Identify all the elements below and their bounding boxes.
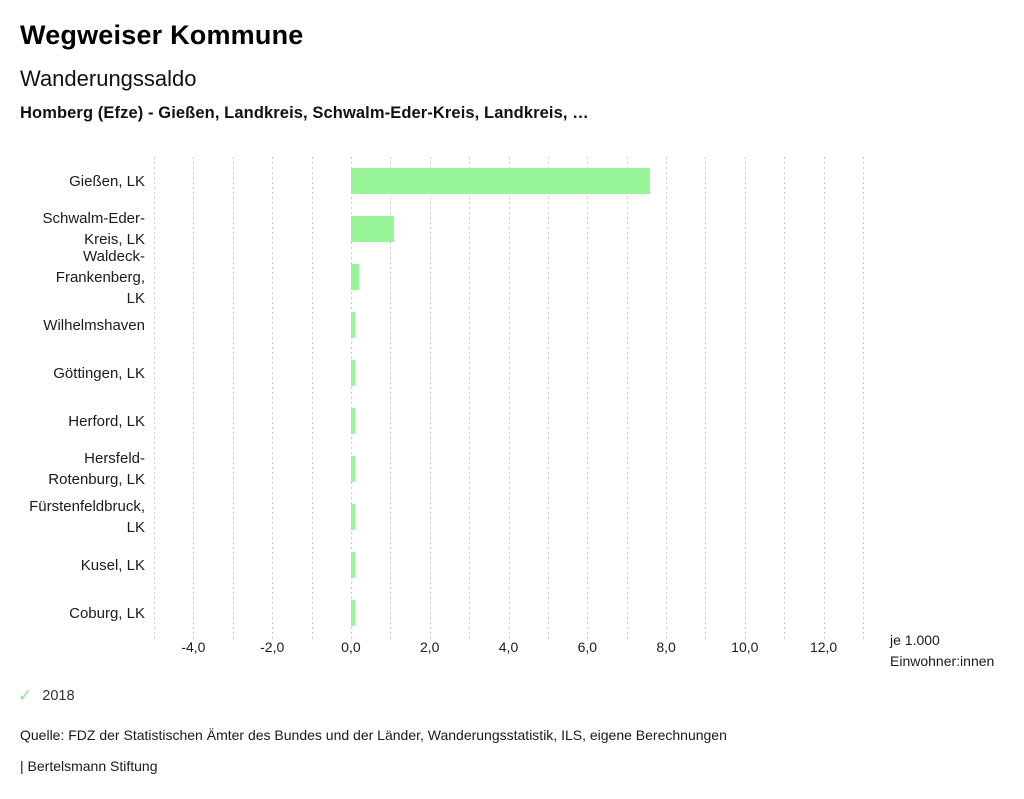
gridline [666,157,668,639]
x-axis-unit-line2: Einwohner:innen [890,653,995,669]
y-axis-label-line: Wilhelmshaven [43,316,145,334]
bar-9[interactable] [350,600,355,626]
y-axis-label: Fürstenfeldbruck, LK [0,496,145,538]
x-axis-tick-label: 2,0 [419,639,440,655]
bar-1[interactable] [350,216,395,242]
page-title: Wegweiser Kommune [20,20,304,50]
gridline [272,157,274,639]
chart-title: Wanderungssaldo [20,66,197,91]
y-axis-label: Waldeck- Frankenberg, LK [0,246,145,309]
y-axis-label: Gießen, LK [0,171,145,192]
y-axis-label-line: Kreis, LK [84,231,145,248]
y-axis-label: Herford, LK [0,411,145,432]
brand-note: | Bertelsmann Stiftung [20,758,158,774]
gridline [469,157,471,639]
gridline [390,157,392,639]
y-axis-label-line: Göttingen, LK [53,364,145,382]
y-axis-label: Göttingen, LK [0,363,145,384]
gridline [823,157,825,639]
x-axis-tick-label: -2,0 [260,639,285,655]
gridline [744,157,746,639]
gridline [232,157,234,639]
y-axis-label: Schwalm-Eder- Kreis, LK [0,208,145,250]
chart-subtitle-selection: Homberg (Efze) - Gießen, Landkreis, Schw… [20,104,589,122]
checkmark-icon: ✓ [18,686,33,705]
gridline [587,157,589,639]
x-axis-tick-label: 0,0 [341,639,361,655]
gridline [705,157,707,639]
y-axis-label-line: Schwalm-Eder- [42,210,145,227]
gridline [508,157,510,639]
y-axis-label-line: Coburg, LK [69,604,145,622]
bar-8[interactable] [350,552,355,578]
legend-item-2018[interactable]: ✓ 2018 [18,687,75,704]
gridline [784,157,786,639]
y-axis-label-line: Waldeck- [83,247,145,265]
y-axis-label: Coburg, LK [0,603,145,624]
y-axis-label-line: Hersfeld- [84,450,145,467]
y-axis-label-line: Fürstenfeldbruck, [29,498,145,515]
bar-0[interactable] [350,168,651,194]
y-axis-label-line: Rotenburg, LK [48,471,145,488]
x-axis-tick-label: 12,0 [809,639,838,655]
gridline [863,157,864,639]
x-axis-tick-label: -4,0 [181,639,206,655]
bar-4[interactable] [350,360,355,386]
gridline [154,157,155,639]
y-axis-label-line: LK [126,519,145,536]
gridline [626,157,628,639]
bar-3[interactable] [350,312,355,338]
bar-5[interactable] [350,408,355,434]
y-axis-label-line: Herford, LK [68,412,145,430]
gridline [311,157,313,639]
x-axis-unit-label: je 1.000 Einwohner:innen [890,630,994,672]
y-axis-label: Kusel, LK [0,555,145,576]
y-axis-label-line: LK [126,289,145,307]
source-note: Quelle: FDZ der Statistischen Ämter des … [20,727,727,743]
bar-7[interactable] [350,504,355,530]
y-axis-label: Wilhelmshaven [0,315,145,336]
x-axis-tick-label: 8,0 [656,639,676,655]
gridline [350,157,352,639]
gridline [429,157,431,639]
x-axis-tick-label: 6,0 [577,639,598,655]
x-axis-tick-label: 10,0 [731,639,759,655]
y-axis-label: Hersfeld- Rotenburg, LK [0,448,145,490]
y-axis-label-line: Kusel, LK [80,556,145,574]
bar-6[interactable] [350,456,355,482]
gridline [547,157,549,639]
x-axis-unit-line1: je 1.000 [890,632,940,648]
gridline [193,157,195,639]
x-axis-tick-label: 4,0 [498,639,519,655]
y-axis-label-line: Frankenberg, [55,268,145,286]
y-axis-label-line: Gießen, LK [69,172,145,190]
legend-year-label: 2018 [42,687,75,704]
bar-2[interactable] [350,264,359,290]
